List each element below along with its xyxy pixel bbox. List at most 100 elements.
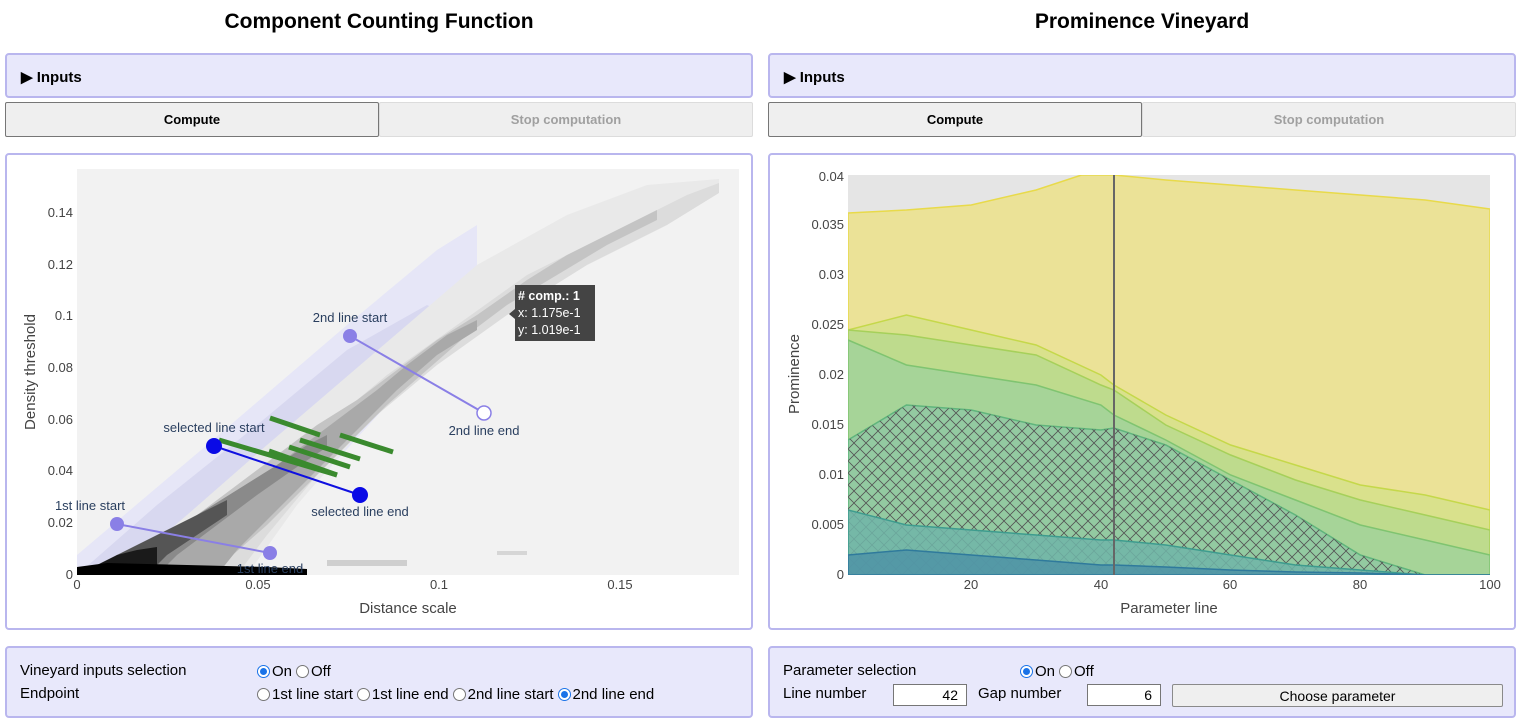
vineyard-panel: Prominence Vineyard ▶ Inputs Compute Sto… xyxy=(768,0,1516,727)
y-tick: 0.06 xyxy=(48,412,73,427)
y-tick: 0.1 xyxy=(55,308,73,323)
ccf-panel: Component Counting Function ▶ Inputs Com… xyxy=(5,0,753,727)
x-tick: 0.15 xyxy=(607,577,632,592)
endpoint-option[interactable]: 2nd line start xyxy=(452,686,554,703)
stop-computation-button[interactable]: Stop computation xyxy=(379,102,753,137)
vineyard-plot[interactable]: 20 40 60 80 100 0 0.005 0.01 0.015 0.02 … xyxy=(768,153,1516,630)
x-tick: 60 xyxy=(1223,577,1237,592)
vineyard-chart-svg[interactable]: 20 40 60 80 100 0 0.005 0.01 0.015 0.02 … xyxy=(770,155,1514,628)
selected-line-end-label: selected line end xyxy=(311,504,409,519)
radio-on[interactable] xyxy=(1020,665,1033,678)
vineyard-title: Prominence Vineyard xyxy=(1034,10,1250,33)
ccf-parameter-lines[interactable] xyxy=(110,329,492,560)
x-tick: 20 xyxy=(964,577,978,592)
y-tick: 0.04 xyxy=(819,169,844,184)
ccf-green-bars xyxy=(218,415,394,478)
vineyard-button-row: Compute Stop computation xyxy=(768,102,1516,137)
ccf-hover-tooltip: # comp.: 1 x: 1.175e-1 y: 1.019e-1 xyxy=(509,285,595,341)
vineyard-x-ticks: 20 40 60 80 100 xyxy=(964,577,1501,592)
x-tick: 0.05 xyxy=(245,577,270,592)
ccf-x-axis-title: Distance scale xyxy=(359,600,457,617)
parameter-off-option[interactable]: Off xyxy=(1059,663,1094,680)
ccf-x-ticks: 0 0.05 0.1 0.15 xyxy=(73,577,632,592)
disclosure-triangle-icon: ▶ xyxy=(784,69,796,86)
vineyard-selection-radio-group: On Off xyxy=(257,663,335,680)
y-tick: 0 xyxy=(66,567,73,582)
choose-parameter-button[interactable]: Choose parameter xyxy=(1172,684,1503,707)
parameter-selection-radio-group: On Off xyxy=(1020,663,1098,680)
gap-number-label: Gap number xyxy=(978,685,1062,702)
gap-number-input[interactable]: 6 xyxy=(1087,684,1161,706)
selected-line-start-label: selected line start xyxy=(163,420,265,435)
y-tick: 0.02 xyxy=(819,367,844,382)
x-tick: 80 xyxy=(1353,577,1367,592)
x-tick: 40 xyxy=(1094,577,1108,592)
endpoint-option[interactable]: 2nd line end xyxy=(557,686,654,703)
first-line-start-label: 1st line start xyxy=(55,498,125,513)
second-line-start-marker[interactable] xyxy=(343,329,357,343)
vineyard-off-option[interactable]: Off xyxy=(296,663,331,680)
vineyard-inputs-selection-label: Vineyard inputs selection xyxy=(20,662,187,679)
parameter-on-option[interactable]: On xyxy=(1020,663,1055,680)
radio-on[interactable] xyxy=(257,665,270,678)
y-tick: 0.14 xyxy=(48,205,73,220)
y-tick: 0.005 xyxy=(811,517,844,532)
ccf-inputs-toggle[interactable]: ▶ Inputs xyxy=(5,53,753,98)
first-line-start-marker[interactable] xyxy=(110,517,124,531)
x-tick: 0.1 xyxy=(430,577,448,592)
endpoint-label: Endpoint xyxy=(20,685,80,702)
compute-button[interactable]: Compute xyxy=(768,102,1142,137)
y-tick: 0.08 xyxy=(48,360,73,375)
y-tick: 0 xyxy=(837,567,844,582)
y-tick: 0.02 xyxy=(48,515,73,530)
disclosure-triangle-icon: ▶ xyxy=(21,69,33,86)
tooltip-y: y: 1.019e-1 xyxy=(518,323,581,337)
ccf-annotations: 1st line start 1st line end 2nd line sta… xyxy=(55,310,519,576)
stop-computation-button[interactable]: Stop computation xyxy=(1142,102,1516,137)
vineyard-inputs-toggle[interactable]: ▶ Inputs xyxy=(768,53,1516,98)
line-number-label: Line number xyxy=(783,685,867,702)
y-tick: 0.015 xyxy=(811,417,844,432)
y-tick: 0.04 xyxy=(48,463,73,478)
y-tick: 0.03 xyxy=(819,267,844,282)
second-line xyxy=(349,335,485,414)
vineyard-area-series xyxy=(848,549,1490,575)
ccf-heatmap xyxy=(77,179,719,575)
compute-button[interactable]: Compute xyxy=(5,102,379,137)
ccf-controls: Vineyard inputs selection On Off Endpoin… xyxy=(5,646,753,718)
endpoint-option[interactable]: 1st line end xyxy=(356,686,449,703)
ccf-title: Component Counting Function xyxy=(224,10,534,33)
ccf-button-row: Compute Stop computation xyxy=(5,102,753,137)
tooltip-components: # comp.: 1 xyxy=(518,289,580,303)
selected-line-start-marker[interactable] xyxy=(206,438,222,454)
vineyard-y-ticks: 0 0.005 0.01 0.015 0.02 0.025 0.03 0.035… xyxy=(811,169,844,582)
vineyard-areas xyxy=(848,175,1490,575)
vineyard-controls: Parameter selection On Off Line number 4… xyxy=(768,646,1516,718)
radio-off[interactable] xyxy=(1059,665,1073,678)
ccf-y-axis-title: Density threshold xyxy=(22,314,39,430)
vineyard-on-option[interactable]: On xyxy=(257,663,292,680)
first-line-end-marker[interactable] xyxy=(263,546,277,560)
ccf-chart-svg[interactable]: 0 0.05 0.1 0.15 0 0.02 0.04 0.06 0.08 0.… xyxy=(7,155,751,628)
ccf-y-ticks: 0 0.02 0.04 0.06 0.08 0.1 0.12 0.14 xyxy=(48,205,73,582)
first-line-end-label: 1st line end xyxy=(237,561,304,576)
first-line xyxy=(116,523,271,554)
selected-line xyxy=(213,445,361,496)
tooltip-x: x: 1.175e-1 xyxy=(518,306,581,320)
x-tick: 0 xyxy=(73,577,80,592)
x-tick: 100 xyxy=(1479,577,1501,592)
ccf-plot[interactable]: 0 0.05 0.1 0.15 0 0.02 0.04 0.06 0.08 0.… xyxy=(5,153,753,630)
second-line-end-marker[interactable] xyxy=(476,405,492,421)
second-line-end-label: 2nd line end xyxy=(449,423,520,438)
radio-off[interactable] xyxy=(296,665,310,678)
endpoint-option[interactable]: 1st line start xyxy=(257,686,353,703)
endpoint-radio-group: 1st line start 1st line end 2nd line sta… xyxy=(257,686,658,703)
y-tick: 0.035 xyxy=(811,217,844,232)
y-tick: 0.01 xyxy=(819,467,844,482)
selected-line-end-marker[interactable] xyxy=(352,487,368,503)
vineyard-x-axis-title: Parameter line xyxy=(1120,600,1218,617)
line-number-input[interactable]: 42 xyxy=(893,684,967,706)
second-line-start-label: 2nd line start xyxy=(313,310,388,325)
inputs-label: Inputs xyxy=(36,69,82,86)
y-tick: 0.12 xyxy=(48,257,73,272)
